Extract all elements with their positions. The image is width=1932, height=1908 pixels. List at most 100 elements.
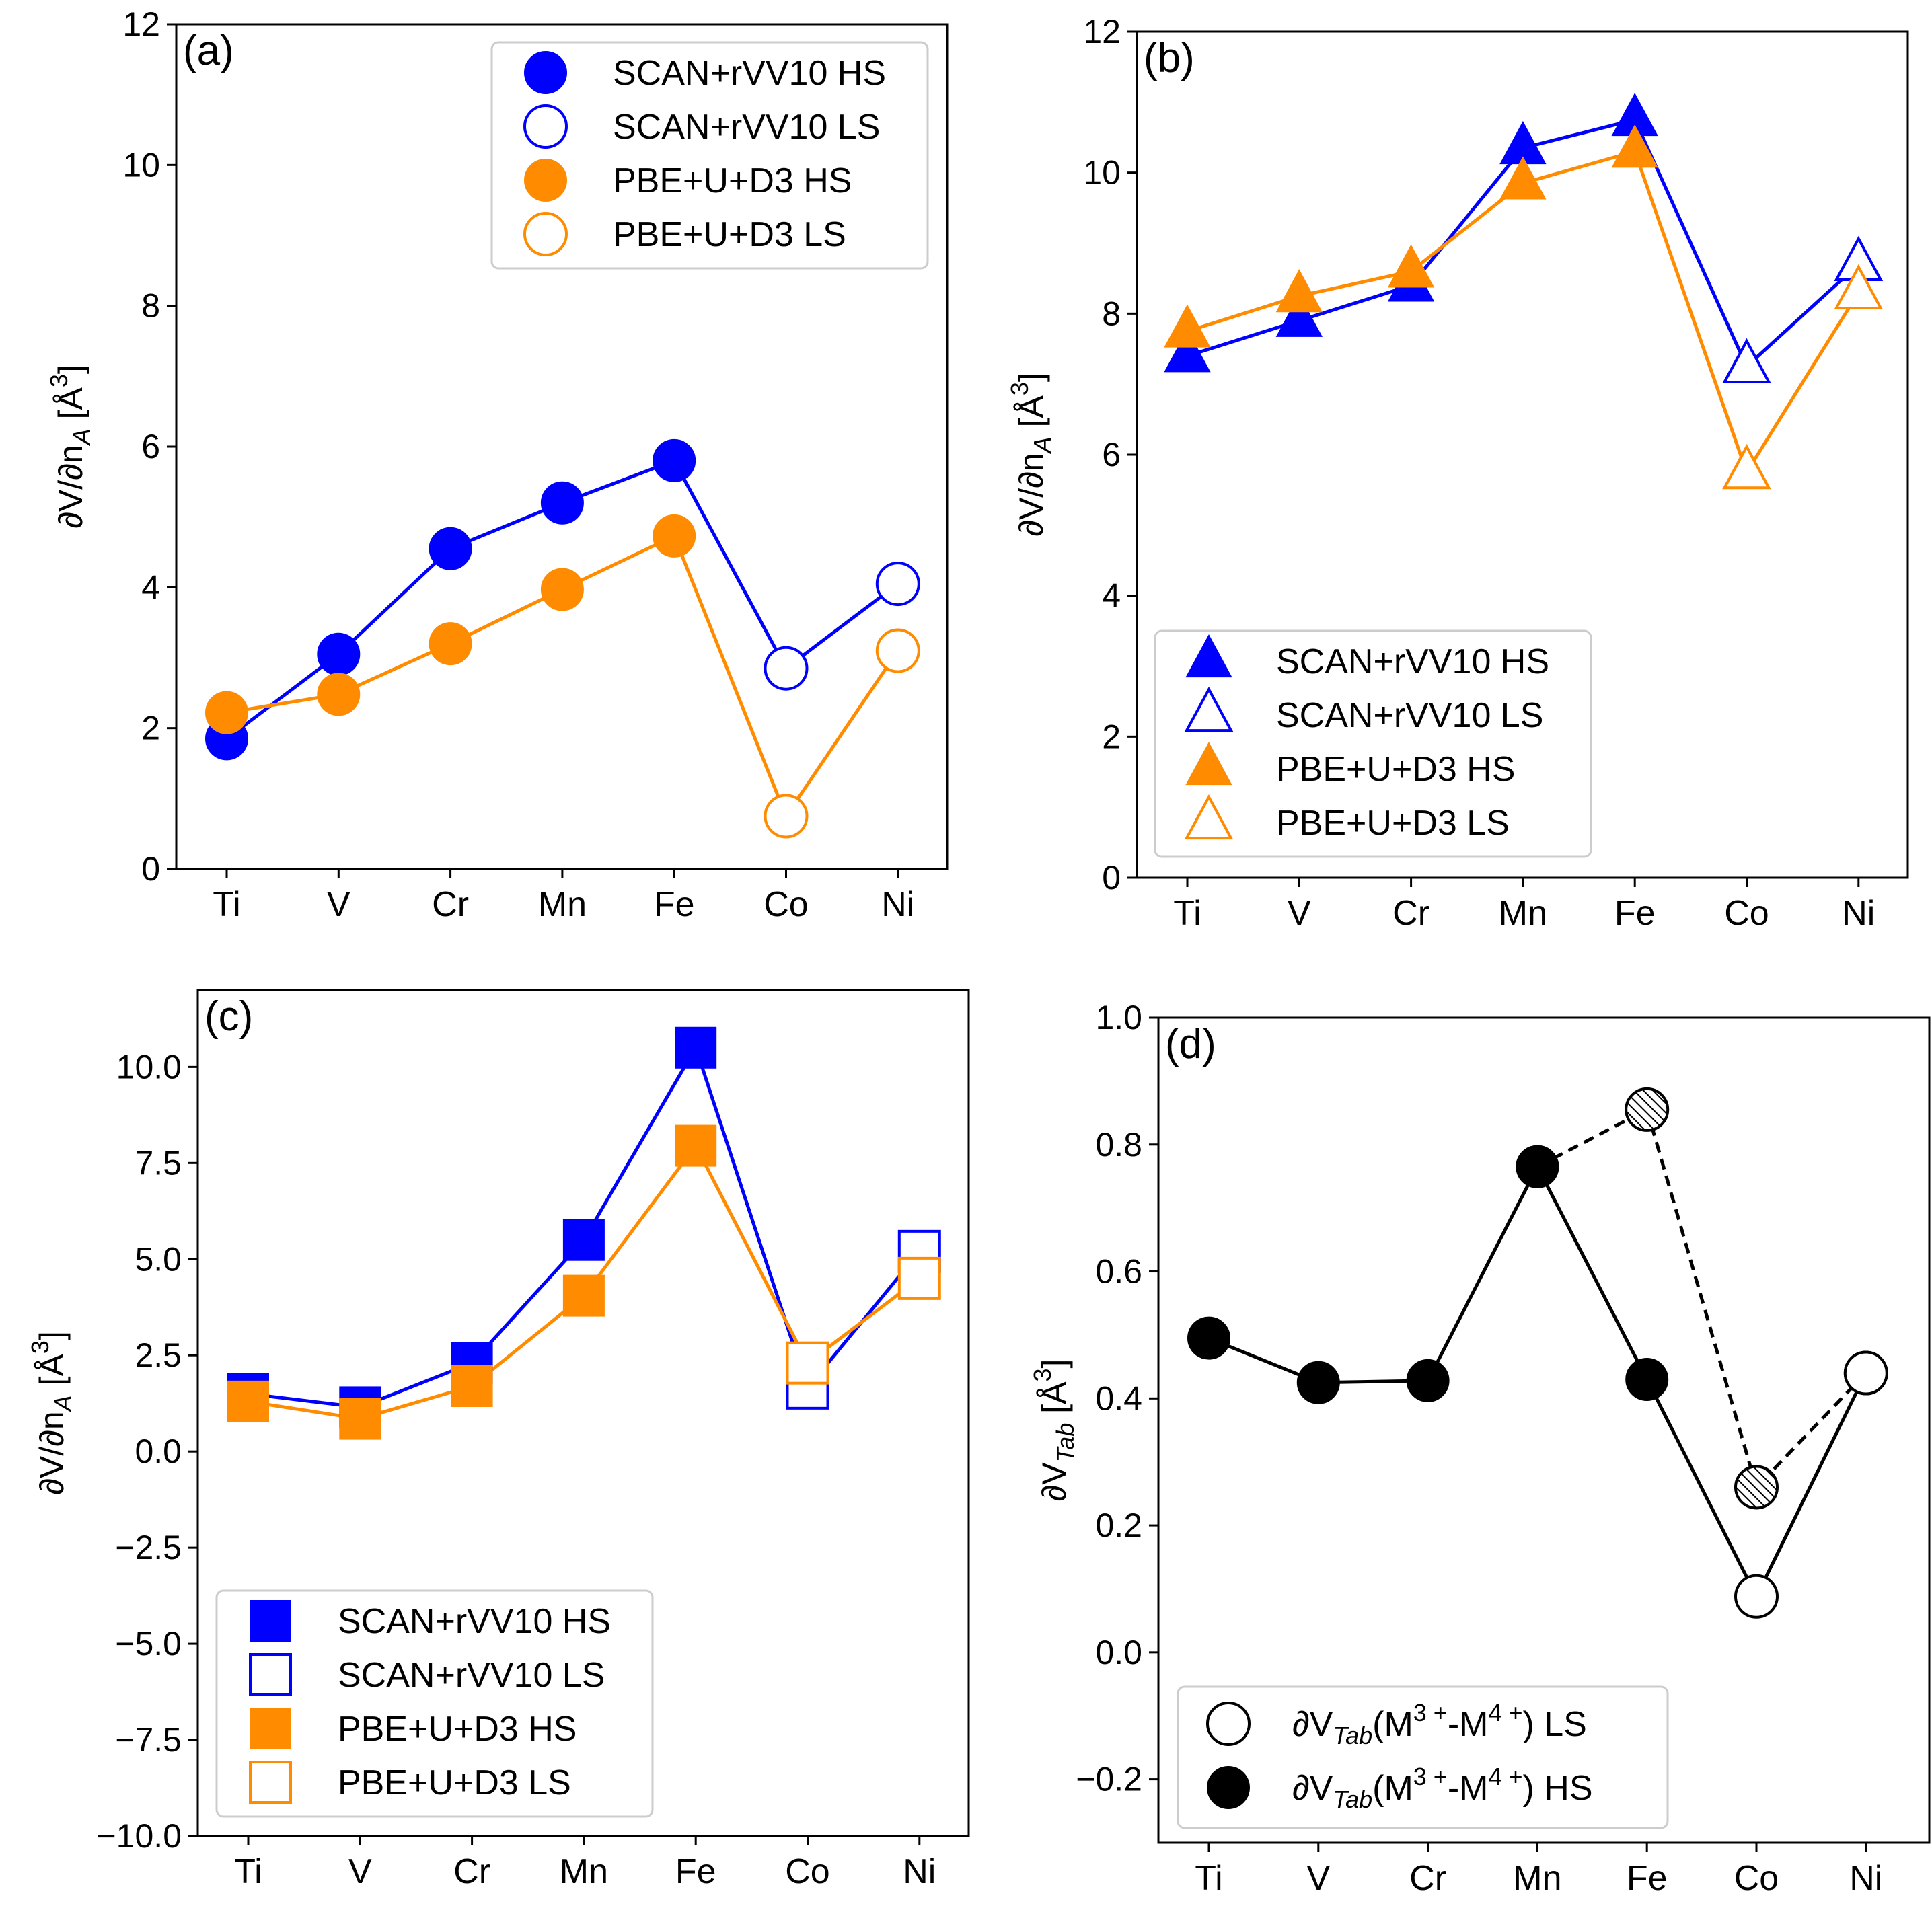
legend-marker-1 (1207, 1766, 1250, 1809)
x-tick-label: Co (1724, 894, 1769, 933)
x-tick-label: Cr (1409, 1859, 1446, 1898)
x-tick-label: Cr (1392, 894, 1429, 933)
data-point-1-3 (1843, 1350, 1888, 1396)
y-tick-label: 5.0 (135, 1240, 182, 1278)
y-axis-label-sub: A (1029, 436, 1056, 454)
data-point-pbe-u-d3-4 (653, 514, 696, 558)
legend-label: SCAN+rVV10 HS (1276, 642, 1549, 681)
y-axis-label-main: ∂V (1035, 1462, 1073, 1502)
y-axis-label-space (1012, 427, 1050, 436)
legend-prefix: ∂V (1292, 1769, 1333, 1808)
data-point-0-4 (1625, 1357, 1669, 1401)
y-axis-label: ∂VTab [Å3] (1029, 1359, 1079, 1502)
x-tick-label: V (348, 1852, 372, 1891)
data-point-scan-rvv10-5 (764, 646, 809, 691)
legend-label: SCAN+rVV10 HS (613, 54, 886, 93)
x-tick-label: Mn (1499, 894, 1547, 933)
data-point-pbe-u-d3-0 (1164, 304, 1211, 348)
legend-label: PBE+U+D3 HS (1276, 750, 1516, 789)
legend-label: ∂VTab(M3 +-M4 +) LS (1292, 1699, 1587, 1749)
legend-marker-3 (523, 212, 568, 256)
data-point-pbe-u-d3-6 (897, 1256, 941, 1300)
data-point-scan-rvv10-6 (875, 562, 920, 607)
y-tick-label: 10 (1083, 154, 1121, 192)
x-tick-label: Ni (1849, 1859, 1882, 1898)
legend-suffix: ) LS (1523, 1705, 1587, 1744)
y-tick-label: 6 (1102, 436, 1121, 473)
y-axis-label-unit: [Å (1035, 1381, 1073, 1414)
x-tick-label: Ni (903, 1852, 936, 1891)
legend-label: SCAN+rVV10 LS (613, 108, 880, 147)
y-axis-label-space (33, 1385, 71, 1395)
x-tick-label: Ti (1173, 894, 1201, 933)
legend-marker-0 (250, 1600, 291, 1642)
legend-label: SCAN+rVV10 LS (1276, 696, 1543, 735)
y-axis-label-close: ] (33, 1331, 71, 1340)
panel-0: 0 2 4 6 8 10 12 Ti V Cr Mn Fe Co Ni ∂V/∂nA [Å3] (a) SCAN… (45, 5, 949, 924)
x-tick-label: V (1306, 1859, 1330, 1898)
data-point-0-0 (1187, 1316, 1230, 1360)
legend-sup2: 4 + (1488, 1763, 1522, 1790)
y-axis-label-sup: 3 (45, 374, 73, 387)
panel-label: (d) (1165, 1021, 1216, 1067)
panel-1: 0 2 4 6 8 10 12 Ti V Cr Mn Fe Co Ni ∂V/∂nA [Å3] (b) SCAN… (1006, 13, 1909, 933)
data-point-scan-rvv10-1 (1275, 293, 1323, 337)
data-point-scan-rvv10-4 (675, 1026, 717, 1069)
y-tick-label: 12 (1083, 13, 1121, 50)
legend-label: PBE+U+D3 HS (613, 161, 852, 200)
legend-box (1154, 629, 1592, 858)
x-tick-label: Cr (432, 885, 469, 924)
x-tick-label: Co (785, 1852, 829, 1891)
legend-box (1177, 1685, 1669, 1829)
y-tick-label: 2 (1102, 718, 1121, 755)
data-point-pbe-u-d3-2 (429, 622, 472, 666)
legend-marker-2 (250, 1708, 291, 1749)
legend-box (215, 1589, 654, 1818)
panel-label: (b) (1144, 35, 1195, 81)
y-tick-label: 0.0 (1095, 1634, 1142, 1671)
data-point-pbe-u-d3-1 (339, 1398, 381, 1440)
legend-label: PBE+U+D3 LS (338, 1763, 571, 1802)
legend: SCAN+rVV10 HS SCAN+rVV10 LS PBE+U+D3 HS PBE… (215, 1589, 654, 1818)
y-axis-label: ∂V/∂nA [Å3] (26, 1331, 77, 1495)
data-point-pbe-u-d3-1 (1275, 269, 1323, 313)
x-tick-label: Fe (654, 885, 695, 924)
x-tick-label: Mn (538, 885, 587, 924)
y-axis-label-unit: [Å (52, 387, 89, 420)
y-tick-label: 2 (141, 710, 160, 747)
y-axis-label-space (52, 419, 89, 428)
legend-marker-2 (524, 159, 567, 202)
y-axis-label-sup: 3 (1006, 382, 1033, 395)
legend-marker-0 (524, 51, 567, 94)
legend-label: ∂VTab(M3 +-M4 +) HS (1292, 1763, 1593, 1813)
data-point-scan-rvv10-4 (653, 438, 696, 482)
data-point-scan-rvv10-3 (540, 481, 584, 525)
y-axis-label-main: ∂V/∂n (33, 1411, 71, 1494)
legend-mid: (M (1372, 1769, 1413, 1808)
legend-prefix: ∂V (1292, 1705, 1333, 1744)
data-point-1-0 (1516, 1145, 1559, 1188)
data-point-0-2 (1406, 1359, 1450, 1402)
y-tick-label: −5.0 (115, 1625, 182, 1663)
legend-sup2: 4 + (1488, 1699, 1522, 1726)
x-tick-label: Ni (1842, 894, 1875, 933)
y-tick-label: 0.4 (1095, 1379, 1142, 1417)
y-tick-label: 0.2 (1095, 1506, 1142, 1544)
y-axis-label-main: ∂V/∂n (1012, 453, 1050, 536)
y-tick-label: 0.8 (1095, 1126, 1142, 1163)
y-tick-label: −2.5 (115, 1529, 182, 1566)
data-point-pbe-u-d3-0 (227, 1380, 269, 1422)
data-point-0-5 (1734, 1574, 1779, 1619)
legend-sub: Tab (1333, 1786, 1372, 1813)
data-point-scan-rvv10-0 (1164, 329, 1211, 373)
legend-dash: -M (1448, 1769, 1489, 1808)
y-tick-label: 10 (122, 146, 160, 184)
y-axis-label: ∂V/∂nA [Å3] (45, 365, 96, 529)
data-point-1-1 (1625, 1087, 1670, 1132)
y-axis-label-sub: Tab (1051, 1423, 1079, 1463)
y-tick-label: 0.0 (135, 1433, 182, 1470)
legend-marker-0 (1206, 1702, 1251, 1746)
y-tick-label: −7.5 (115, 1721, 182, 1759)
y-tick-label: 8 (1102, 295, 1121, 332)
y-tick-label: 12 (122, 5, 160, 43)
